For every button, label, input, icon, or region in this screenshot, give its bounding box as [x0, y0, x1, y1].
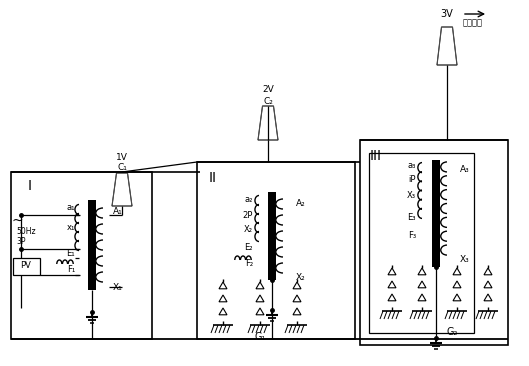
Polygon shape — [112, 173, 132, 206]
Text: X₁: X₁ — [113, 283, 123, 291]
Text: a₃: a₃ — [408, 161, 416, 169]
Bar — [11, 172, 152, 339]
Text: C₁: C₁ — [117, 164, 127, 172]
Text: X₃: X₃ — [407, 191, 416, 201]
Text: E₂: E₂ — [244, 243, 253, 253]
Polygon shape — [418, 281, 426, 288]
Text: iP: iP — [408, 176, 416, 184]
Text: F₁: F₁ — [67, 265, 75, 274]
Text: C₂: C₂ — [263, 97, 273, 105]
Text: x₁: x₁ — [67, 223, 75, 232]
Text: F₃: F₃ — [408, 232, 416, 240]
Text: a₁: a₁ — [67, 203, 75, 213]
Polygon shape — [293, 295, 301, 302]
Polygon shape — [219, 295, 227, 302]
Bar — [88, 200, 96, 290]
Text: 50Hz: 50Hz — [16, 227, 35, 235]
Text: G₂: G₂ — [446, 327, 458, 337]
Polygon shape — [418, 268, 426, 275]
Text: A₃: A₃ — [460, 165, 470, 175]
Text: PV: PV — [21, 261, 31, 270]
Polygon shape — [484, 281, 492, 288]
Text: G₁: G₁ — [254, 332, 266, 342]
Polygon shape — [219, 282, 227, 289]
Polygon shape — [484, 294, 492, 301]
Text: F₂: F₂ — [245, 259, 253, 269]
Polygon shape — [388, 294, 396, 301]
Bar — [268, 192, 276, 280]
Text: 1V: 1V — [116, 153, 128, 161]
Text: 至被试品: 至被试品 — [463, 19, 483, 27]
Polygon shape — [293, 308, 301, 315]
Polygon shape — [484, 268, 492, 275]
Polygon shape — [388, 281, 396, 288]
Polygon shape — [258, 106, 278, 140]
Text: A₂: A₂ — [296, 199, 306, 209]
Text: 3V: 3V — [441, 9, 453, 19]
Bar — [13, 258, 40, 275]
Polygon shape — [256, 308, 264, 315]
Text: E₃: E₃ — [407, 213, 416, 223]
Polygon shape — [256, 282, 264, 289]
Text: X₂: X₂ — [296, 273, 306, 283]
Polygon shape — [219, 308, 227, 315]
Bar — [197, 162, 355, 339]
Bar — [360, 140, 508, 345]
Text: X₂: X₂ — [244, 224, 253, 234]
Polygon shape — [256, 295, 264, 302]
Text: 2P: 2P — [243, 210, 253, 220]
Text: E₁: E₁ — [66, 249, 75, 258]
Polygon shape — [388, 268, 396, 275]
Polygon shape — [453, 268, 461, 275]
Text: A₁: A₁ — [113, 208, 123, 217]
Text: II: II — [209, 171, 217, 185]
Text: ~: ~ — [11, 214, 23, 228]
Text: I: I — [28, 179, 32, 193]
Polygon shape — [453, 281, 461, 288]
Text: X₃: X₃ — [460, 255, 470, 265]
Polygon shape — [453, 294, 461, 301]
Text: 2V: 2V — [262, 86, 274, 94]
Bar — [432, 160, 440, 267]
Bar — [369, 153, 474, 333]
Polygon shape — [293, 282, 301, 289]
Text: a₂: a₂ — [244, 194, 253, 203]
Polygon shape — [418, 294, 426, 301]
Text: III: III — [370, 149, 382, 163]
Text: 3P: 3P — [16, 236, 25, 246]
Polygon shape — [437, 27, 457, 65]
